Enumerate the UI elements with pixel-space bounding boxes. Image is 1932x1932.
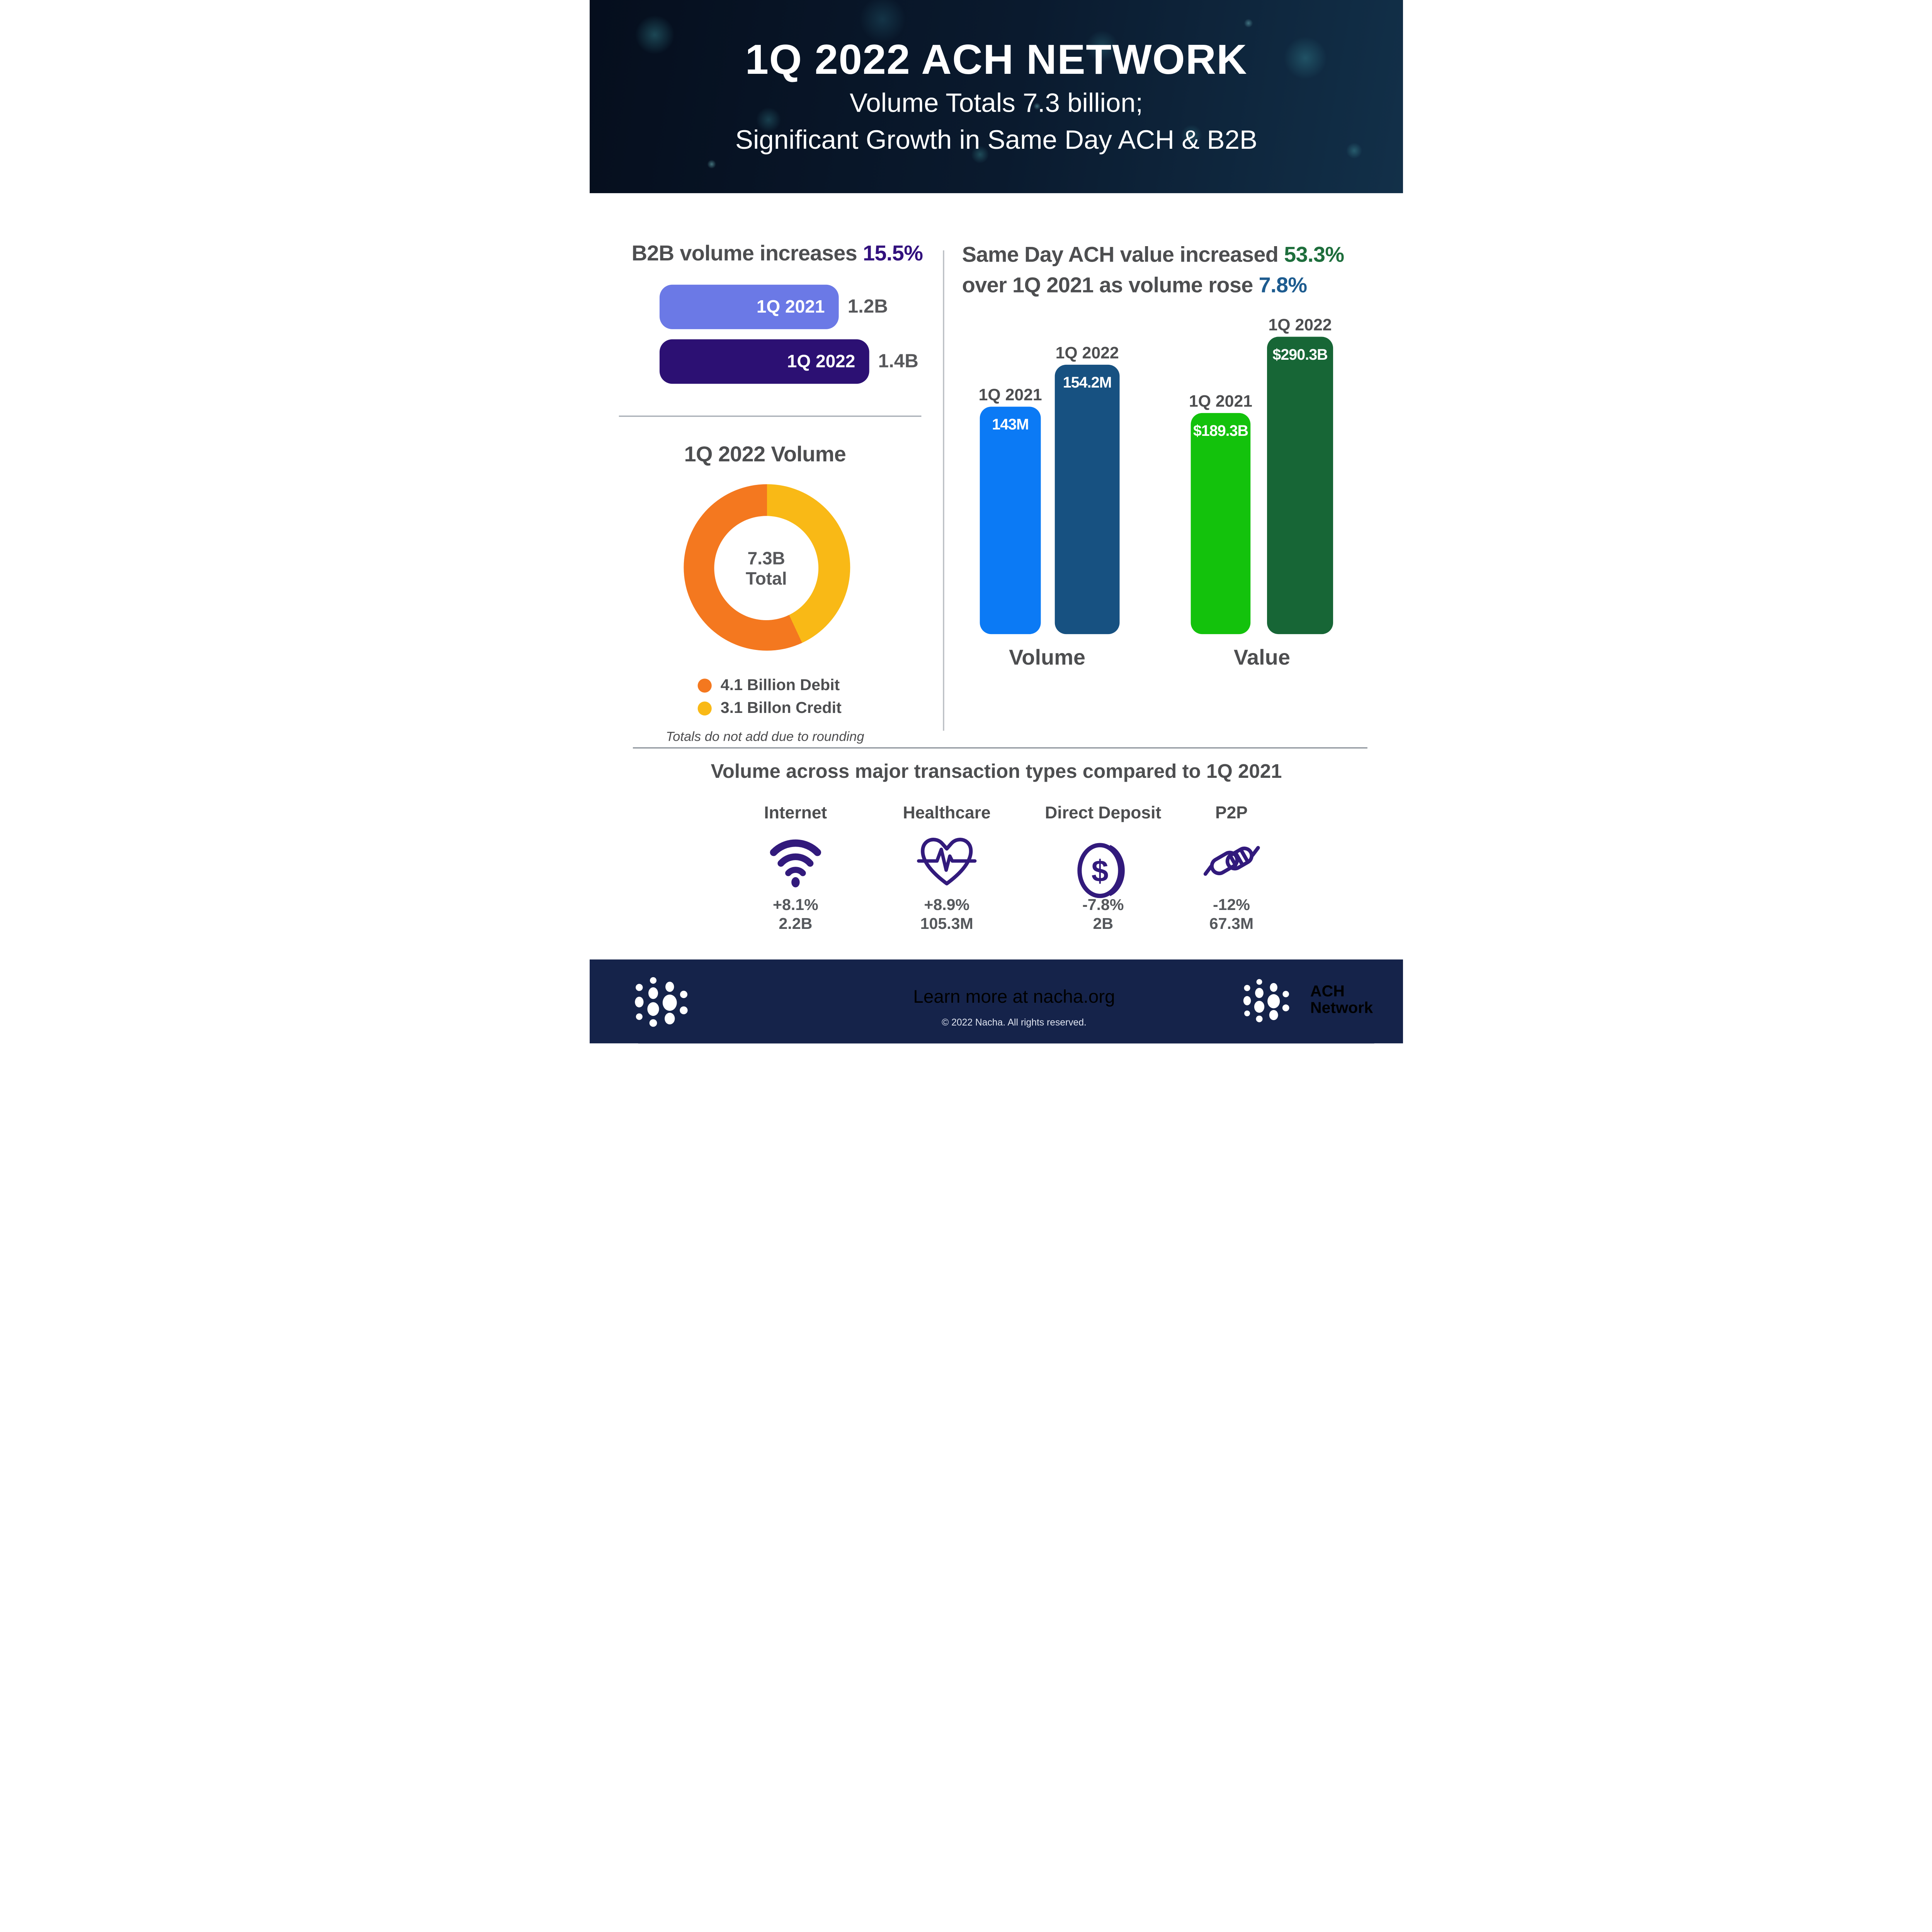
transaction-volume: 2B: [1093, 915, 1114, 933]
b2b-bar-1q2022-value: 1.4B: [878, 350, 918, 372]
transaction-p2p: P2P -12% 67.3M: [1155, 803, 1308, 934]
b2b-title-highlight: 15.5%: [863, 241, 923, 266]
transactions-section-title: Volume across major transaction types co…: [711, 761, 1282, 783]
b2b-bar-1q2021-value: 1.2B: [847, 296, 888, 318]
transaction-volume: 105.3M: [920, 915, 973, 933]
transaction-name: P2P: [1215, 803, 1248, 822]
legend-item-debit: 4.1 Billion Debit: [697, 676, 840, 694]
transaction-change: -7.8%: [1082, 896, 1124, 914]
learn-more-link[interactable]: Learn more at nacha.org: [913, 987, 1115, 1008]
bar-year-label: 1Q 2021: [756, 296, 825, 316]
copyright-text: © 2022 Nacha. All rights reserved.: [942, 1017, 1087, 1028]
bar-year-label: 1Q 2022: [787, 351, 855, 372]
donut-center-label: 7.3B Total: [714, 515, 819, 620]
credit-legend-label: 3.1 Billon Credit: [720, 699, 842, 717]
bar-year-label: 1Q 2021: [978, 385, 1042, 404]
transaction-name: Healthcare: [903, 803, 991, 822]
debit-legend-dot: [697, 678, 712, 692]
sameday-bar-volume-1q2022: 1Q 2022 154.2M: [1054, 343, 1120, 634]
transaction-change: -12%: [1213, 896, 1250, 914]
donut-total-caption: Total: [745, 567, 787, 588]
transaction-internet: Internet +8.1% 2.2B: [719, 803, 872, 934]
sameday-bar-volume-1q2021: 1Q 2021 143M: [979, 385, 1042, 634]
bar-value-label: $290.3B: [1272, 345, 1328, 364]
volume-group-label: Volume: [1009, 645, 1085, 670]
transaction-volume: 67.3M: [1209, 915, 1254, 933]
bar-value-label: $189.3B: [1193, 422, 1248, 440]
credit-legend-dot: [697, 701, 712, 715]
svg-text:$: $: [1091, 853, 1108, 887]
transaction-name: Internet: [764, 803, 827, 822]
handshake-icon: [1198, 830, 1264, 890]
sameday-title-text1: Same Day ACH value increased: [962, 243, 1284, 267]
donut-total-value: 7.3B: [747, 547, 785, 568]
sameday-section-title: Same Day ACH value increased 53.3% over …: [962, 240, 1344, 301]
transaction-change: +8.1%: [772, 896, 818, 914]
legend-item-credit: 3.1 Billon Credit: [697, 699, 842, 717]
transaction-volume: 2.2B: [779, 915, 813, 933]
sameday-bar-value-1q2021: 1Q 2021 $189.3B: [1189, 391, 1252, 634]
ach-text-line2: Network: [1310, 999, 1373, 1017]
b2b-bar-1q2022: 1Q 2022: [659, 339, 869, 384]
value-group-label: Value: [1233, 645, 1290, 670]
sameday-title-highlight1: 53.3%: [1284, 243, 1344, 267]
page-title: 1Q 2022 ACH NETWORK: [745, 36, 1248, 83]
ach-text-line1: ACH: [1310, 982, 1345, 1000]
nacha-logo-dots: [633, 976, 691, 1027]
divider-horizontal-left: [619, 415, 922, 418]
sameday-title-highlight2: 7.8%: [1259, 273, 1307, 298]
bar-year-label: 1Q 2022: [1268, 315, 1332, 334]
footer-banner: Nacha®: [590, 959, 1403, 1043]
ach-network-logo-dots: [1242, 977, 1293, 1023]
wifi-icon: [766, 830, 825, 890]
heart-pulse-icon: [915, 830, 978, 890]
divider-horizontal-full: [633, 747, 1367, 749]
divider-vertical: [943, 250, 945, 731]
bar-year-label: 1Q 2022: [1055, 343, 1119, 362]
page-subtitle-line2: Significant Growth in Same Day ACH & B2B: [735, 126, 1258, 155]
bar-year-label: 1Q 2021: [1189, 391, 1253, 411]
header-banner: 1Q 2022 ACH NETWORK Volume Totals 7.3 bi…: [590, 0, 1403, 193]
debit-legend-label: 4.1 Billion Debit: [720, 676, 840, 694]
dollar-coin-icon: $: [1075, 840, 1132, 900]
b2b-bar-1q2021: 1Q 2021: [659, 284, 839, 329]
infographic-page: 1Q 2022 ACH NETWORK Volume Totals 7.3 bi…: [590, 0, 1403, 1043]
page-subtitle-line1: Volume Totals 7.3 billion;: [849, 89, 1143, 118]
bar-value-label: 154.2M: [1063, 373, 1112, 391]
transaction-direct-deposit: $ Direct Deposit -7.8% 2B: [1027, 803, 1179, 934]
sameday-bar-value-1q2022: 1Q 2022 $290.3B: [1267, 315, 1333, 634]
donut-section-title: 1Q 2022 Volume: [684, 442, 846, 467]
rounding-note: Totals do not add due to rounding: [666, 729, 864, 745]
transaction-name: Direct Deposit: [1045, 803, 1162, 822]
sameday-title-text2: over 1Q 2021 as volume rose: [962, 273, 1259, 298]
volume-donut-chart: 7.3B Total: [683, 484, 850, 651]
transaction-change: +8.9%: [924, 896, 970, 914]
b2b-section-title: B2B volume increases 15.5%: [632, 242, 923, 267]
transaction-healthcare: Healthcare +8.9% 105.3M: [871, 803, 1023, 934]
b2b-title-text: B2B volume increases: [631, 241, 863, 266]
bar-value-label: 143M: [992, 415, 1029, 434]
ach-network-wordmark: ACH Network: [1310, 982, 1373, 1017]
